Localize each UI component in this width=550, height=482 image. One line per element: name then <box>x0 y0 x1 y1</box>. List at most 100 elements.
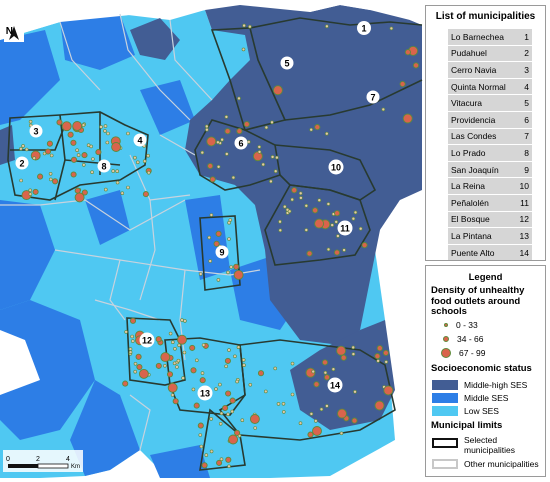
municipality-name: La Pintana <box>448 227 512 245</box>
outlet-dot <box>229 397 236 404</box>
outlet-dot <box>99 125 103 129</box>
outlet-dot <box>131 339 135 343</box>
label-12-text: 12 <box>142 336 152 346</box>
outlet-dot <box>70 156 78 163</box>
outlet-dot <box>273 366 278 371</box>
outlet-dot <box>224 128 231 135</box>
limits-heading: Municipal limits <box>431 420 503 431</box>
outlet-dot <box>402 113 413 124</box>
label-14: 14 <box>327 377 343 393</box>
outlet-dot <box>168 331 173 336</box>
outlet-dot <box>240 418 245 423</box>
outlet-dot <box>353 210 358 215</box>
density-high-symbol <box>441 348 451 358</box>
outlet-dot <box>237 96 241 101</box>
outlet-dot <box>313 381 320 388</box>
outlet-dot <box>24 147 29 152</box>
outlet-dot <box>205 127 209 132</box>
outlet-dot <box>376 359 380 363</box>
outlet-dot <box>163 363 167 368</box>
outlet-dot <box>381 107 386 112</box>
outlet-dot <box>193 402 200 409</box>
outlet-dot <box>241 358 246 362</box>
outlet-dot <box>225 152 229 156</box>
outlet-dot <box>257 150 262 154</box>
municipality-name: Pudahuel <box>448 44 512 62</box>
outlet-dot <box>233 354 237 359</box>
outlet-dot <box>270 120 274 125</box>
outlet-dot <box>130 334 134 339</box>
outlet-dot <box>103 129 107 133</box>
outlet-dot <box>319 407 324 412</box>
municipality-row: San Joaquín 9 <box>448 160 532 178</box>
outlet-dot <box>32 188 39 195</box>
outlet-dot <box>175 365 179 369</box>
outlet-dot <box>199 377 206 384</box>
outlet-dot <box>111 142 122 152</box>
outlet-dot <box>201 462 208 469</box>
outlet-dot <box>95 149 102 156</box>
outlet-dot <box>160 352 171 363</box>
outlet-dot <box>115 169 119 173</box>
outlet-dot <box>412 62 420 69</box>
density-mid-symbol <box>443 336 449 342</box>
outlet-dot <box>48 172 53 176</box>
outlet-dot <box>122 380 129 387</box>
outlet-dot <box>290 361 295 366</box>
outlet-dot <box>313 419 318 423</box>
outlet-dot <box>209 449 214 454</box>
outlet-dot <box>321 359 329 366</box>
label-11-text: 11 <box>340 224 350 234</box>
outlet-dot <box>334 220 339 224</box>
municipality-name: Puente Alto <box>448 243 512 261</box>
municipality-row: La Pintana 13 <box>448 227 532 245</box>
outlet-dot <box>70 139 77 146</box>
label-2: 2 <box>15 156 29 170</box>
outlet-dot <box>248 24 252 29</box>
outlet-dot <box>81 123 86 127</box>
label-9-text: 9 <box>219 248 224 258</box>
municipality-name: San Joaquín <box>448 160 512 178</box>
municipality-row: La Reina 10 <box>448 177 532 195</box>
outlet-dot <box>361 242 368 249</box>
outlet-dot <box>197 422 204 429</box>
outlet-dot <box>248 382 253 387</box>
outlet-dot <box>234 429 241 436</box>
outlet-dot <box>201 343 206 347</box>
label-7: 7 <box>366 90 380 104</box>
outlet-dot <box>216 278 221 282</box>
scale-unit: Km <box>71 464 80 470</box>
outlet-dot <box>81 189 88 196</box>
outlet-dot <box>233 263 240 270</box>
municipality-number: 5 <box>512 94 532 112</box>
outlet-dot <box>351 352 356 356</box>
outlet-dot <box>74 192 85 203</box>
municipality-number: 10 <box>512 177 532 195</box>
outlet-dot <box>278 228 283 233</box>
label-8-text: 8 <box>101 162 106 172</box>
municipality-number: 2 <box>512 44 532 62</box>
outlet-dot <box>67 131 74 138</box>
label-10: 10 <box>328 159 344 175</box>
municipality-row: Pudahuel 2 <box>448 44 532 62</box>
outlet-dot <box>226 270 230 275</box>
limits-selected-label: Selected municipalities <box>464 435 515 455</box>
outlet-dot <box>233 269 244 280</box>
outlet-dot <box>307 431 314 438</box>
limits-selected: Selected municipalities <box>432 435 515 455</box>
outlet-dot <box>170 393 175 397</box>
outlet-dot <box>207 235 211 240</box>
outlet-dot <box>314 124 321 131</box>
municipality-row: Vitacura 5 <box>448 94 532 112</box>
limits-selected-label-1: Selected <box>464 435 498 445</box>
outlet-dot <box>74 187 81 194</box>
outlet-dot <box>207 162 214 170</box>
ses-middle-label: Middle SES <box>464 393 509 403</box>
ses-class-low: Low SES <box>432 406 499 416</box>
outlet-dot <box>177 343 181 348</box>
outlet-dot <box>215 230 222 237</box>
municipality-row: El Bosque 12 <box>448 210 532 228</box>
limits-other-swatch <box>432 459 458 469</box>
outlet-dot <box>147 170 151 175</box>
outlet-dot <box>249 414 260 424</box>
